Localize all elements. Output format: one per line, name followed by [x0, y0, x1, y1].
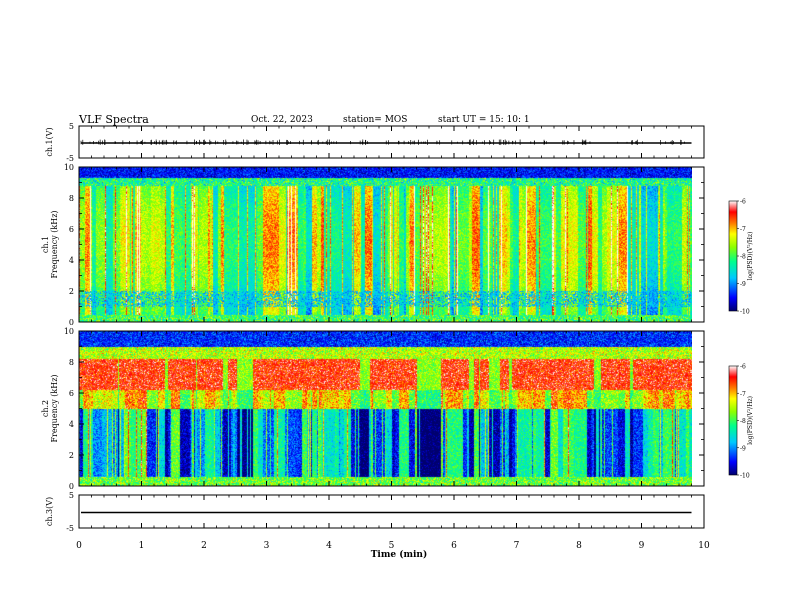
colorbar-layer: -6 -7 -8 -9 -10 log(PSD)(V²/Hz) -6 -7 -8 -9 -10 log… [728, 199, 754, 480]
x-tick-label: 10 [698, 541, 710, 551]
date-label: Oct. 22, 2023 [251, 115, 313, 125]
y-tick-label: 2 [69, 287, 74, 296]
y-tick-label: 6 [69, 389, 74, 398]
colorbar-tick-label: -10 [740, 309, 750, 316]
colorbar [728, 365, 738, 476]
y-axis-label-channel: ch.1 [41, 236, 50, 253]
x-tick-label: 0 [76, 541, 82, 551]
colorbar-label: log(PSD)(V²/Hz) [747, 232, 754, 281]
y-tick-label: 8 [69, 358, 74, 367]
colorbar-label: log(PSD)(V²/Hz) [747, 396, 754, 445]
y-axis-label: ch.3(V) [45, 497, 54, 526]
x-tick-label: 1 [139, 541, 145, 551]
y-axis-label: ch.1(V) [45, 127, 54, 156]
spectrogram-layer [79, 167, 692, 486]
chart-title: VLF Spectra [79, 113, 149, 126]
colorbar-tick-label: -6 [740, 199, 746, 206]
y-tick-label: 0 [69, 318, 74, 327]
start-time-label: start UT = 15: 10: 1 [438, 115, 530, 125]
colorbar [728, 200, 738, 312]
x-tick-label: 8 [576, 541, 582, 551]
y-tick-label: 8 [69, 194, 74, 203]
colorbar-tick-label: -8 [740, 254, 746, 261]
x-tick-label: 6 [451, 541, 457, 551]
y-tick-label: 10 [64, 327, 74, 336]
y-axis-label-frequency: Frequency (kHz) [50, 374, 59, 442]
colorbar-tick-label: -8 [740, 418, 746, 425]
x-tick-label: 4 [326, 541, 332, 551]
colorbar-tick-label: -7 [740, 226, 746, 233]
x-tick-label: 7 [514, 541, 520, 551]
colorbar-tick-label: -10 [740, 473, 750, 480]
colorbar-tick-label: -7 [740, 391, 746, 398]
colorbar-tick-label: -6 [740, 364, 746, 371]
y-tick-label: 6 [69, 225, 74, 234]
y-tick-label: -5 [66, 154, 74, 163]
y-tick-label: 2 [69, 451, 74, 460]
y-tick-label: 5 [69, 491, 74, 500]
y-axis-label-channel: ch.2 [41, 400, 50, 417]
y-axis-label-frequency: Frequency (kHz) [50, 210, 59, 278]
x-tick-label: 9 [639, 541, 645, 551]
spectrogram-image-ch2 [79, 331, 692, 486]
y-tick-label: 5 [69, 122, 74, 131]
spectrogram-image-ch1 [79, 167, 692, 322]
y-tick-label: 4 [69, 420, 74, 429]
x-tick-label: 3 [264, 541, 270, 551]
y-tick-label: 0 [69, 482, 74, 491]
y-tick-label: -5 [66, 524, 74, 533]
y-tick-label: 4 [69, 256, 74, 265]
station-label: station= MOS [343, 115, 408, 125]
x-axis-label: Time (min) [371, 549, 428, 560]
colorbar-tick-label: -9 [740, 445, 746, 452]
y-tick-label: 10 [64, 163, 74, 172]
x-tick-label: 2 [201, 541, 207, 551]
colorbar-tick-label: -9 [740, 281, 746, 288]
x-tick-label: 5 [389, 541, 395, 551]
